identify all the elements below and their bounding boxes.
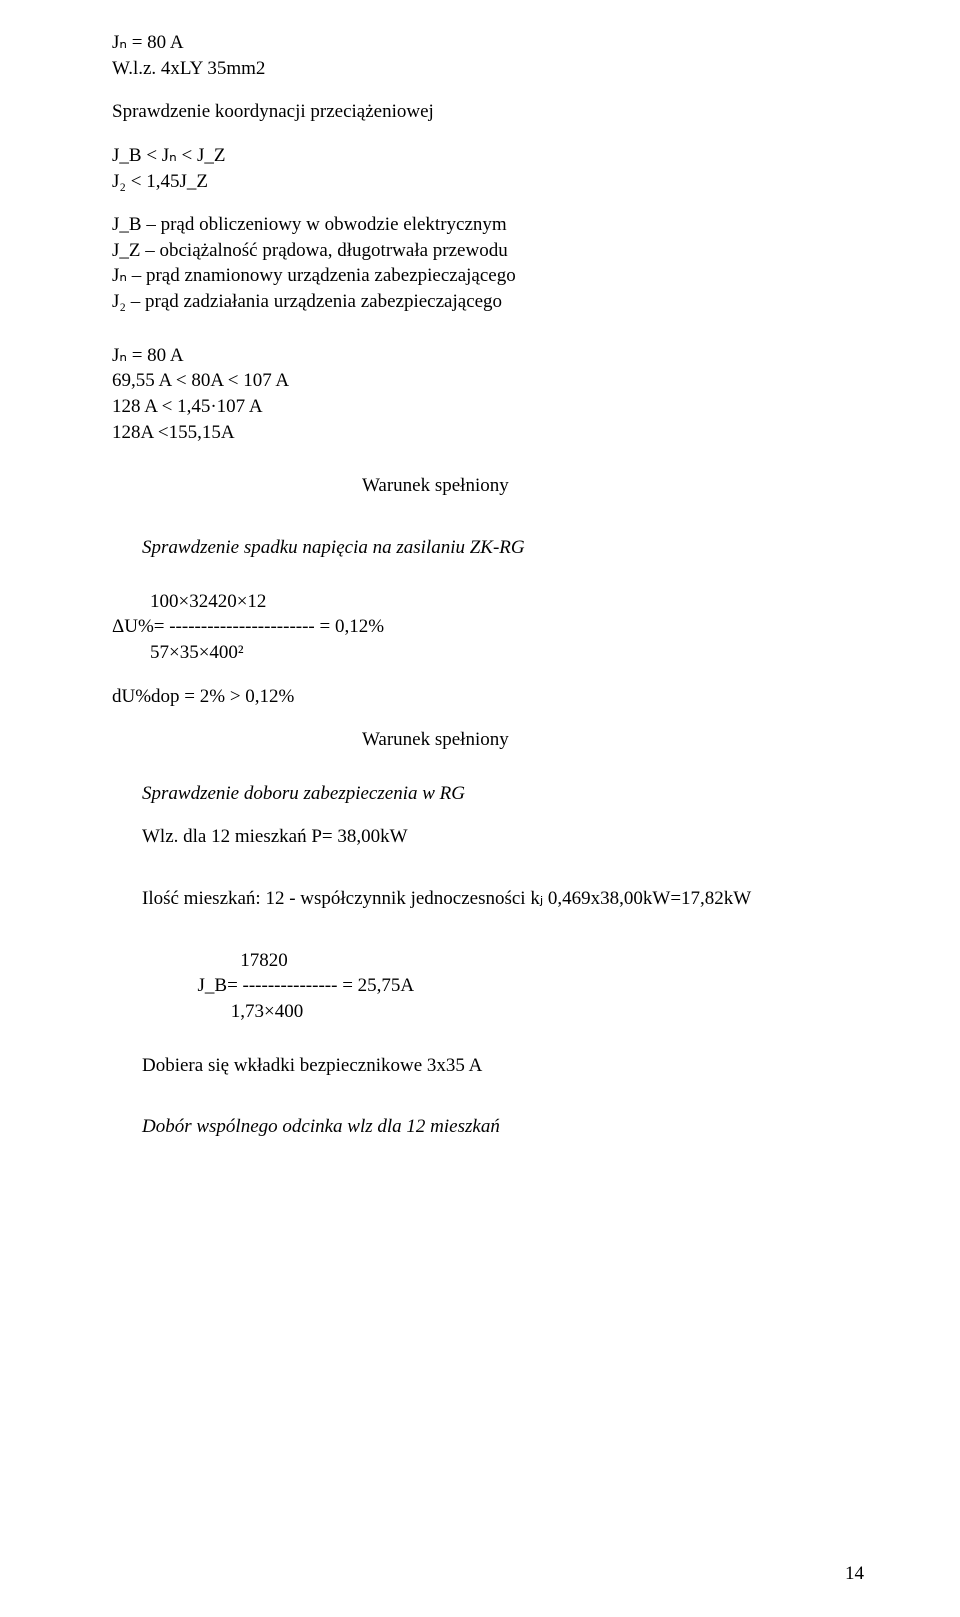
fraction-block: 17820 J_B= --------------- = 25,75A 1,73… <box>112 948 870 1025</box>
status-text: Warunek spełniony <box>112 727 870 753</box>
section-heading: Dobór wspólnego odcinka wlz dla 12 miesz… <box>112 1114 870 1140</box>
text-line: 128 A < 1,45·107 A <box>112 394 870 420</box>
fraction-block: 100×32420×12 ΔU%= ----------------------… <box>112 589 870 666</box>
section-heading: Sprawdzenie doboru zabezpieczenia w RG <box>112 781 870 807</box>
text-line: 1,73×400 <box>112 999 870 1025</box>
status-text: Warunek spełniony <box>112 473 870 499</box>
text-line: Dobiera się wkładki bezpiecznikowe 3x35 … <box>112 1053 870 1079</box>
text-line: Jₙ = 80 A <box>112 30 870 56</box>
text-line: 128A <155,15A <box>112 420 870 446</box>
section-heading: Sprawdzenie koordynacji przeciążeniowej <box>112 99 870 125</box>
section-heading: Sprawdzenie spadku napięcia na zasilaniu… <box>112 535 870 561</box>
text-line: 69,55 A < 80A < 107 A <box>112 368 870 394</box>
text-line: J_B= --------------- = 25,75A <box>112 973 870 999</box>
text-line: Ilość mieszkań: 12 - współczynnik jednoc… <box>112 886 870 912</box>
text-line: J_Z – obciążalność prądowa, długotrwała … <box>112 238 870 264</box>
text-line: 17820 <box>112 948 870 974</box>
text-line: J₂ – prąd zadziałania urządzenia zabezpi… <box>112 289 870 315</box>
page-number: 14 <box>845 1561 864 1587</box>
text-line: J₂ < 1,45J_Z <box>112 169 870 195</box>
text-line: ΔU%= ----------------------- = 0,12% <box>112 614 870 640</box>
text-line: W.l.z. 4xLY 35mm2 <box>112 56 870 82</box>
text-line: Wlz. dla 12 mieszkań P= 38,00kW <box>112 824 870 850</box>
text-line: J_B – prąd obliczeniowy w obwodzie elekt… <box>112 212 870 238</box>
text-line: J_B < Jₙ < J_Z <box>112 143 870 169</box>
text-line: Jₙ – prąd znamionowy urządzenia zabezpie… <box>112 263 870 289</box>
text-line: dU%dop = 2% > 0,12% <box>112 684 870 710</box>
text-line: 57×35×400² <box>112 640 870 666</box>
text-line: Jₙ = 80 A <box>112 343 870 369</box>
text-line: 100×32420×12 <box>112 589 870 615</box>
